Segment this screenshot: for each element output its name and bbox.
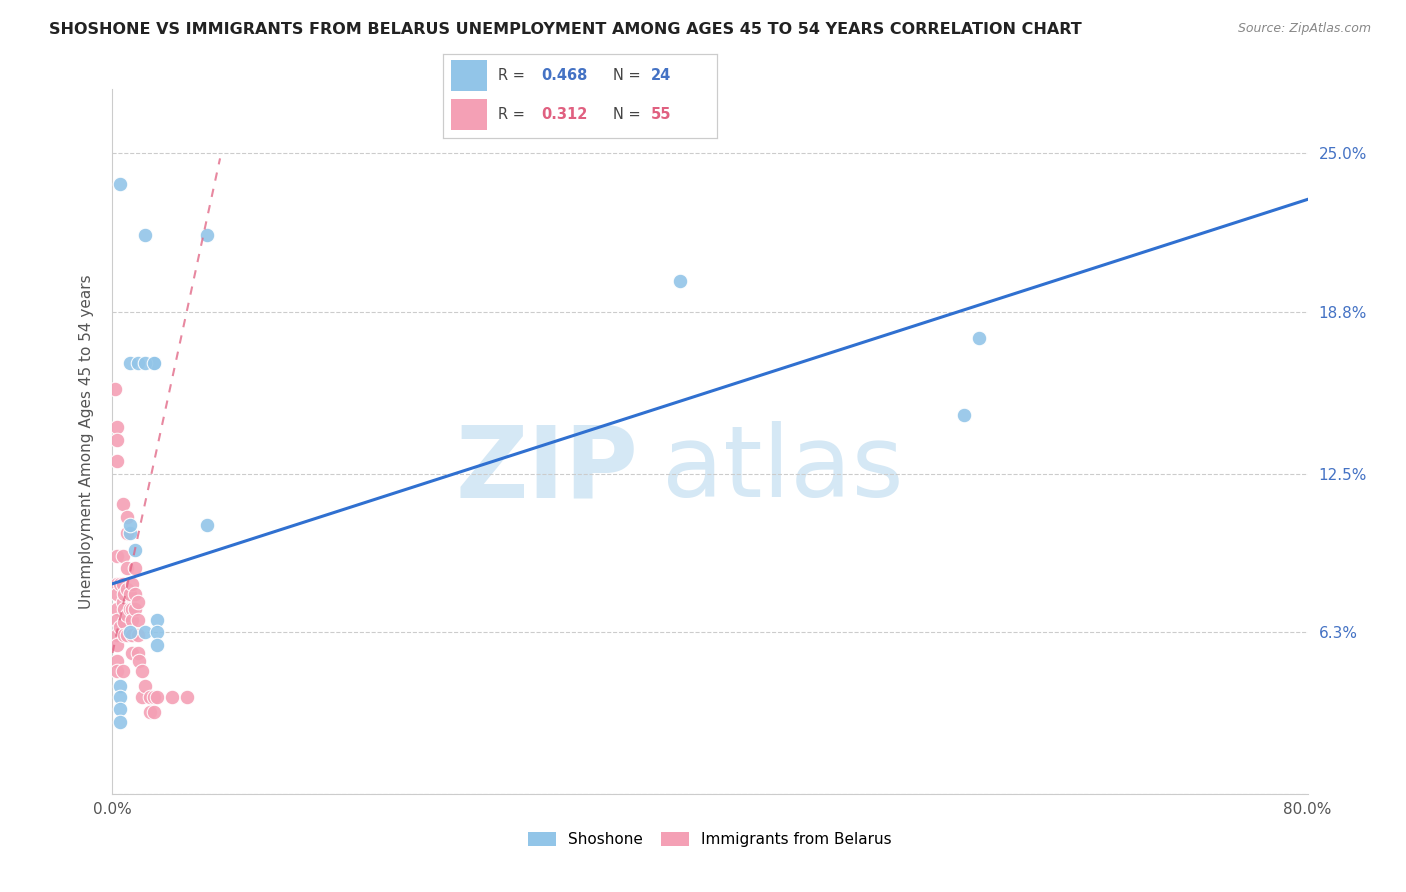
Point (134, 356, 156, 370)
Point (108, 620, 131, 634)
Point (195, 517, 218, 532)
Point (124, 587, 146, 601)
Point (139, 690, 162, 704)
Point (105, 628, 128, 642)
Text: SHOSHONE VS IMMIGRANTS FROM BELARUS UNEMPLOYMENT AMONG AGES 45 TO 54 YEARS CORRE: SHOSHONE VS IMMIGRANTS FROM BELARUS UNEM… (49, 22, 1083, 37)
Point (120, 356, 142, 370)
Point (114, 615, 135, 630)
Text: 24: 24 (651, 68, 672, 83)
Point (111, 549, 134, 563)
Point (121, 576, 143, 591)
Point (124, 543, 146, 558)
Point (111, 497, 134, 511)
Text: Source: ZipAtlas.com: Source: ZipAtlas.com (1237, 22, 1371, 36)
Point (121, 646, 143, 660)
Point (114, 602, 135, 616)
Point (105, 576, 128, 591)
Point (143, 690, 166, 704)
Y-axis label: Unemployment Among Ages 45 to 54 years: Unemployment Among Ages 45 to 54 years (79, 274, 94, 609)
Text: R =: R = (498, 68, 524, 83)
Point (108, 715, 131, 730)
Point (105, 454, 128, 468)
Point (124, 561, 146, 575)
Point (104, 382, 127, 396)
Point (111, 576, 134, 591)
Point (105, 638, 128, 652)
Point (108, 690, 131, 704)
Point (105, 654, 128, 668)
Point (143, 356, 166, 370)
Point (131, 690, 153, 704)
Point (162, 690, 183, 704)
Point (967, 331, 990, 345)
Point (111, 595, 134, 609)
Point (127, 628, 149, 642)
Point (117, 628, 139, 642)
Point (108, 679, 131, 693)
Text: N =: N = (613, 68, 641, 83)
Text: 0.468: 0.468 (541, 68, 588, 83)
Point (669, 274, 692, 288)
Point (105, 434, 128, 448)
Point (108, 177, 131, 191)
Point (146, 638, 169, 652)
Point (120, 602, 142, 616)
Point (131, 664, 153, 678)
Point (127, 356, 149, 370)
Point (120, 587, 142, 601)
Point (127, 595, 149, 609)
Point (105, 664, 128, 678)
Point (117, 582, 139, 596)
Point (124, 602, 146, 616)
Point (139, 705, 162, 719)
Point (953, 408, 976, 422)
Point (117, 607, 139, 622)
Text: 55: 55 (651, 107, 672, 122)
Point (121, 613, 143, 627)
Point (143, 705, 166, 719)
Point (128, 654, 150, 668)
Point (127, 646, 149, 660)
Text: N =: N = (613, 107, 641, 122)
Point (134, 625, 156, 640)
Point (117, 510, 139, 524)
Point (176, 690, 198, 704)
Point (105, 549, 128, 563)
Point (108, 702, 131, 716)
Point (127, 613, 149, 627)
Legend: Shoshone, Immigrants from Belarus: Shoshone, Immigrants from Belarus (522, 826, 898, 853)
Point (120, 517, 142, 532)
Text: ZIP: ZIP (456, 421, 638, 518)
Point (134, 228, 156, 243)
Text: atlas: atlas (662, 421, 904, 518)
Point (117, 561, 139, 575)
Point (195, 228, 218, 243)
Point (120, 525, 142, 540)
Bar (451, 99, 486, 130)
Point (134, 679, 156, 693)
Point (120, 625, 142, 640)
Bar (451, 61, 486, 91)
Point (105, 613, 128, 627)
Point (105, 587, 128, 601)
Point (117, 525, 139, 540)
Text: 0.312: 0.312 (541, 107, 588, 122)
Point (146, 690, 169, 704)
Point (111, 664, 134, 678)
Point (121, 628, 143, 642)
Point (143, 356, 166, 370)
Point (146, 625, 169, 640)
Point (146, 613, 169, 627)
Point (105, 602, 128, 616)
Point (114, 587, 135, 601)
Point (105, 420, 128, 434)
Point (121, 602, 143, 616)
Text: R =: R = (498, 107, 524, 122)
Point (108, 576, 131, 591)
Point (114, 628, 135, 642)
